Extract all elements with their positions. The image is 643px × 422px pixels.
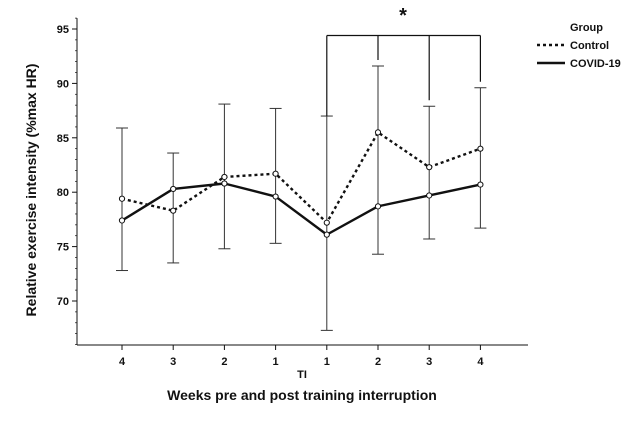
data-point-covid — [118, 217, 126, 224]
y-tick-label: 75 — [57, 242, 69, 254]
legend-title: Group — [570, 22, 603, 34]
x-tick-label: 4 — [477, 356, 484, 368]
x-tick-label: 2 — [221, 356, 227, 368]
legend-label-control: Control — [570, 40, 609, 52]
data-point-covid — [323, 231, 330, 238]
y-tick-label: 90 — [57, 78, 69, 90]
legend: Group Control COVID-19 — [537, 22, 621, 70]
data-point-covid — [477, 181, 484, 188]
data-point-control — [272, 170, 279, 177]
x-tick-label: 4 — [119, 356, 126, 368]
series-line-covid — [121, 182, 481, 236]
data-point-covid — [374, 203, 382, 210]
series-line-control — [121, 131, 481, 224]
data-point-covid — [221, 180, 228, 187]
data-point-control — [118, 195, 126, 202]
x-tick-label: 3 — [170, 356, 176, 368]
data-point-control — [426, 164, 433, 171]
data-point-covid — [170, 185, 177, 193]
y-tick-label: 85 — [57, 133, 69, 145]
data-point-control — [170, 207, 177, 214]
significance-bracket — [326, 34, 481, 117]
y-axis-title: Relative exercise intensity (%max HR) — [23, 64, 39, 317]
x-tick-label: 1 — [273, 356, 279, 368]
data-point-covid — [272, 193, 279, 200]
data-points — [118, 129, 484, 238]
legend-label-covid: COVID-19 — [570, 58, 621, 70]
x-tick-label: 1 — [324, 356, 330, 368]
data-point-control — [477, 145, 484, 152]
interruption-label: TI — [297, 369, 307, 381]
y-tick-label: 95 — [57, 24, 69, 36]
x-axis-title: Weeks pre and post training interruption — [167, 387, 437, 403]
data-point-control — [221, 173, 228, 181]
y-tick-label: 80 — [57, 187, 69, 199]
x-tick-label: 3 — [426, 356, 432, 368]
x-tick-label: 2 — [375, 356, 381, 368]
y-tick-label: 70 — [57, 296, 69, 308]
series-lines — [121, 131, 481, 236]
data-point-control — [323, 219, 330, 226]
axes: 70 75 80 85 90 95 4 3 2 1 1 2 3 4 — [57, 17, 528, 368]
data-point-covid — [426, 192, 433, 199]
significance-label: * — [399, 5, 407, 27]
data-point-control — [374, 129, 382, 136]
